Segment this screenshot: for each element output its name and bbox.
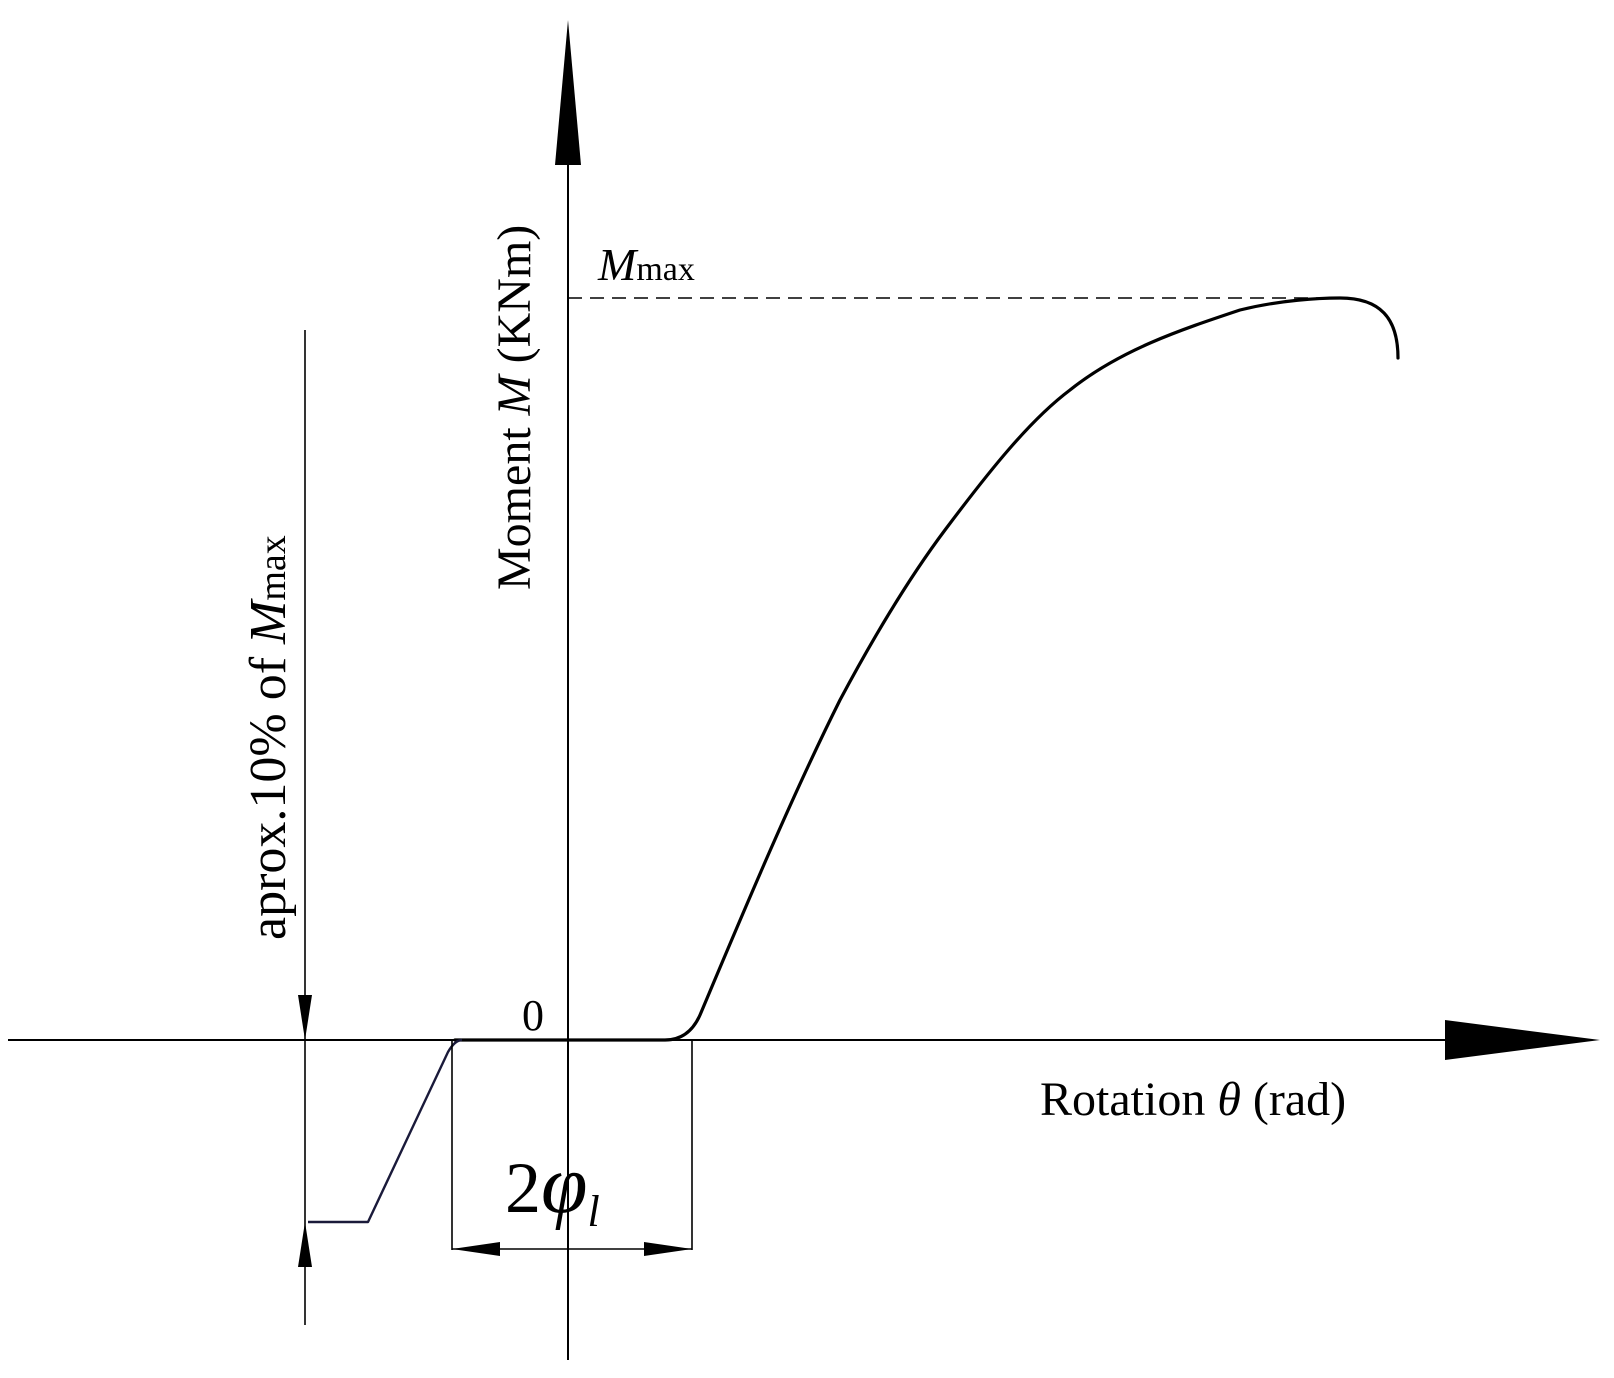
negative-branch-curve bbox=[308, 1038, 463, 1224]
origin-label: 0 bbox=[522, 991, 544, 1040]
clearance-label: 2φl bbox=[505, 1138, 600, 1236]
clearance-arrow-left bbox=[452, 1242, 500, 1256]
side-dimension-label: aprox.10% of Mmax bbox=[240, 535, 297, 940]
moment-rotation-curve bbox=[453, 296, 1400, 1042]
side-dimension-arrow-up bbox=[298, 1222, 312, 1267]
x-axis-arrowhead bbox=[1445, 1020, 1600, 1060]
y-axis-arrowhead bbox=[555, 20, 581, 165]
y-axis-label: Moment M (KNm) bbox=[488, 225, 541, 590]
x-axis-label: Rotation θ (rad) bbox=[1040, 1073, 1346, 1126]
side-dimension-arrow-down bbox=[298, 995, 312, 1040]
mmax-label: Mmax bbox=[597, 239, 695, 290]
clearance-arrow-right bbox=[644, 1242, 692, 1256]
